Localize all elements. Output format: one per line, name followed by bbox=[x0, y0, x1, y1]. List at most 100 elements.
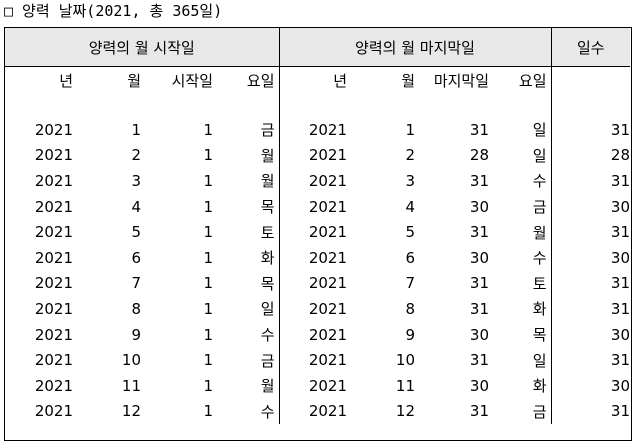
end-weekday-cell: 화 bbox=[489, 372, 552, 399]
end-weekday-cell: 수 bbox=[489, 244, 552, 271]
start-day-cell: 1 bbox=[203, 197, 213, 216]
end-month-cell: 11 bbox=[395, 376, 416, 395]
end-weekday-cell: 화 bbox=[489, 296, 552, 322]
end-weekday-cell: 금 bbox=[489, 193, 552, 220]
days-cell: 30 bbox=[610, 376, 631, 395]
end-day-cell: 31 bbox=[469, 351, 490, 370]
end-weekday-cell: 월 bbox=[489, 219, 552, 245]
end-month-cell: 7 bbox=[405, 274, 416, 293]
end-day-cell: 31 bbox=[469, 299, 490, 318]
end-weekday-cell: 목 bbox=[489, 321, 552, 348]
table-row: 2021 5 1 토 2021 5 31 월 31 bbox=[5, 219, 630, 245]
subheader-row: 년 월 시작일 요일 년 월 마지막일 요일 bbox=[5, 66, 630, 93]
end-weekday-cell: 일 bbox=[489, 117, 552, 143]
end-weekday-cell: 일 bbox=[489, 347, 552, 373]
month-cell: 12 bbox=[121, 402, 141, 421]
start-weekday-cell: 월 bbox=[213, 142, 280, 169]
month-cell: 1 bbox=[131, 120, 141, 139]
year-cell: 2021 bbox=[34, 120, 73, 139]
end-weekday-cell: 금 bbox=[489, 398, 552, 425]
end-year-cell: 2021 bbox=[308, 146, 348, 165]
end-weekday-cell: 수 bbox=[489, 168, 552, 194]
year-cell: 2021 bbox=[34, 351, 73, 370]
end-year-cell: 2021 bbox=[308, 402, 348, 421]
start-weekday-cell: 월 bbox=[213, 372, 280, 399]
start-day-cell: 1 bbox=[203, 223, 213, 242]
start-day-cell: 1 bbox=[203, 325, 213, 344]
end-day-cell: 31 bbox=[469, 223, 490, 242]
month2-column-header: 월 bbox=[401, 71, 416, 90]
year-cell: 2021 bbox=[34, 248, 73, 267]
end-year-cell: 2021 bbox=[308, 171, 348, 190]
start-day-cell: 1 bbox=[203, 171, 213, 190]
year-cell: 2021 bbox=[34, 146, 73, 165]
end-weekday-cell: 토 bbox=[489, 270, 552, 297]
calendar-table: 양력의 월 시작일 양력의 월 마지막일 일수 년 월 시작일 요일 년 월 마… bbox=[5, 28, 631, 425]
end-weekday-column-header: 요일 bbox=[489, 66, 552, 93]
end-year-cell: 2021 bbox=[308, 120, 348, 139]
end-month-cell: 9 bbox=[405, 325, 416, 344]
table-row: 2021 4 1 목 2021 4 30 금 30 bbox=[5, 193, 631, 220]
days-cell: 31 bbox=[610, 351, 631, 370]
end-year-cell: 2021 bbox=[308, 299, 348, 318]
month-cell: 2 bbox=[131, 146, 141, 165]
start-weekday-cell: 금 bbox=[213, 347, 280, 373]
start-weekday-cell: 월 bbox=[213, 168, 280, 194]
year-cell: 2021 bbox=[34, 299, 73, 318]
end-year-cell: 2021 bbox=[308, 325, 348, 344]
header-row: 양력의 월 시작일 양력의 월 마지막일 일수 bbox=[5, 28, 631, 67]
month-cell: 10 bbox=[121, 351, 141, 370]
table-row: 2021 8 1 일 2021 8 31 화 31 bbox=[5, 296, 630, 322]
table-row: 2021 2 1 월 2021 2 28 일 28 bbox=[5, 142, 631, 169]
year-cell: 2021 bbox=[34, 402, 73, 421]
table-row: 2021 3 1 월 2021 3 31 수 31 bbox=[5, 168, 630, 194]
days-cell: 28 bbox=[610, 146, 631, 165]
month-column-header: 월 bbox=[127, 71, 141, 90]
start-day-cell: 1 bbox=[203, 351, 213, 370]
page-title: □ 양력 날짜(2021, 총 365일) bbox=[4, 2, 223, 20]
start-day-column-header: 시작일 bbox=[171, 71, 213, 90]
days-header: 일수 bbox=[551, 28, 631, 67]
days-cell: 31 bbox=[610, 274, 631, 293]
end-day-cell: 30 bbox=[469, 248, 490, 267]
end-day-cell: 31 bbox=[469, 171, 490, 190]
start-day-cell: 1 bbox=[203, 299, 213, 318]
table-row: 2021 7 1 목 2021 7 31 토 31 bbox=[5, 270, 631, 297]
end-year-cell: 2021 bbox=[308, 223, 348, 242]
start-weekday-cell: 수 bbox=[213, 398, 280, 425]
start-weekday-cell: 일 bbox=[213, 296, 280, 322]
month-cell: 6 bbox=[131, 248, 141, 267]
end-day-cell: 30 bbox=[469, 325, 490, 344]
days-cell: 31 bbox=[610, 223, 631, 242]
month-cell: 9 bbox=[131, 325, 141, 344]
days-cell: 30 bbox=[610, 197, 631, 216]
end-month-cell: 1 bbox=[405, 120, 416, 139]
end-day-cell: 31 bbox=[469, 402, 490, 421]
table-row: 2021 11 1 월 2021 11 30 화 30 bbox=[5, 372, 631, 399]
start-weekday-cell: 수 bbox=[213, 321, 280, 348]
start-day-cell: 1 bbox=[203, 376, 213, 395]
year2-column-header: 년 bbox=[333, 71, 348, 90]
month-cell: 7 bbox=[131, 274, 141, 293]
end-weekday-cell: 일 bbox=[489, 142, 552, 169]
end-year-cell: 2021 bbox=[308, 351, 348, 370]
end-month-cell: 12 bbox=[395, 402, 416, 421]
start-day-cell: 1 bbox=[203, 120, 213, 139]
end-group-header: 양력의 월 마지막일 bbox=[279, 28, 552, 67]
month-cell: 3 bbox=[131, 171, 141, 190]
month-cell: 8 bbox=[131, 299, 141, 318]
month-cell: 4 bbox=[131, 197, 141, 216]
end-year-cell: 2021 bbox=[308, 197, 348, 216]
end-year-cell: 2021 bbox=[308, 248, 348, 267]
days-cell: 31 bbox=[610, 402, 631, 421]
start-weekday-cell: 금 bbox=[213, 117, 280, 143]
end-day-cell: 31 bbox=[469, 120, 490, 139]
calendar-table-frame: 양력의 월 시작일 양력의 월 마지막일 일수 년 월 시작일 요일 년 월 마… bbox=[4, 27, 632, 441]
days-cell: 30 bbox=[610, 325, 631, 344]
year-cell: 2021 bbox=[34, 376, 73, 395]
end-month-cell: 4 bbox=[405, 197, 416, 216]
days-cell: 31 bbox=[610, 299, 631, 318]
end-day-cell: 30 bbox=[469, 376, 490, 395]
year-cell: 2021 bbox=[34, 197, 73, 216]
end-day-column-header: 마지막일 bbox=[433, 71, 490, 90]
